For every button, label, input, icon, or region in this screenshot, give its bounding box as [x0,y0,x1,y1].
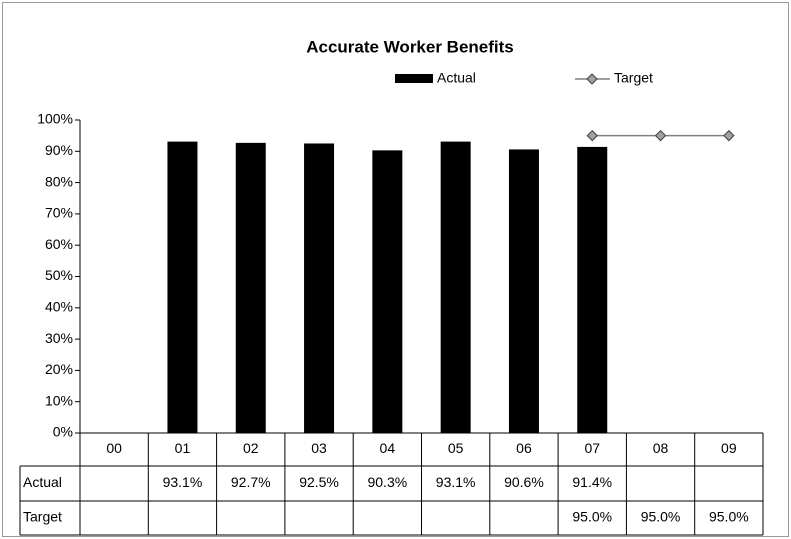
table-cell: 93.1% [436,474,476,490]
bar [440,141,471,434]
table-cell: 95.0% [641,509,681,525]
x-tick-label: 02 [243,440,259,456]
bar [167,141,198,434]
marker [586,129,598,142]
y-tick-label: 80% [45,173,73,189]
bar [508,149,539,433]
x-tick-label: 09 [721,440,737,456]
bar [235,142,266,433]
bar [372,150,403,433]
bar [577,146,608,433]
table-cell: 92.5% [299,474,339,490]
table-cell: 91.4% [572,474,612,490]
y-tick-label: 100% [37,111,73,127]
x-tick-label: 00 [106,440,122,456]
y-tick-label: 70% [45,205,73,221]
table-cell: 90.3% [367,474,407,490]
x-tick-label: 06 [516,440,532,456]
x-tick-label: 04 [380,440,396,456]
table-cell: 92.7% [231,474,271,490]
y-tick-label: 0% [53,424,73,440]
marker [654,129,667,142]
y-tick-label: 10% [45,392,73,408]
table-cell: 90.6% [504,474,544,490]
x-tick-label: 01 [175,440,191,456]
chart-title: Accurate Worker Benefits [306,37,514,56]
x-tick-label: 05 [448,440,464,456]
table-row-header: Target [23,509,62,525]
y-tick-label: 20% [45,361,73,377]
y-tick-label: 60% [45,236,73,252]
table-row-header: Actual [23,474,62,490]
y-tick-label: 50% [45,267,73,283]
marker [723,129,735,142]
table-cell: 93.1% [163,474,203,490]
legend-marker [586,73,598,85]
bar [304,143,335,433]
table-cell: 95.0% [709,509,749,525]
legend-label: Actual [437,70,476,86]
y-tick-label: 30% [45,330,73,346]
legend-label: Target [614,70,653,86]
x-tick-label: 08 [653,440,669,456]
y-tick-label: 40% [45,299,73,315]
legend-swatch [395,74,433,83]
x-tick-label: 03 [311,440,327,456]
table-cell: 95.0% [572,509,612,525]
y-tick-label: 90% [45,142,73,158]
x-tick-label: 07 [584,440,600,456]
